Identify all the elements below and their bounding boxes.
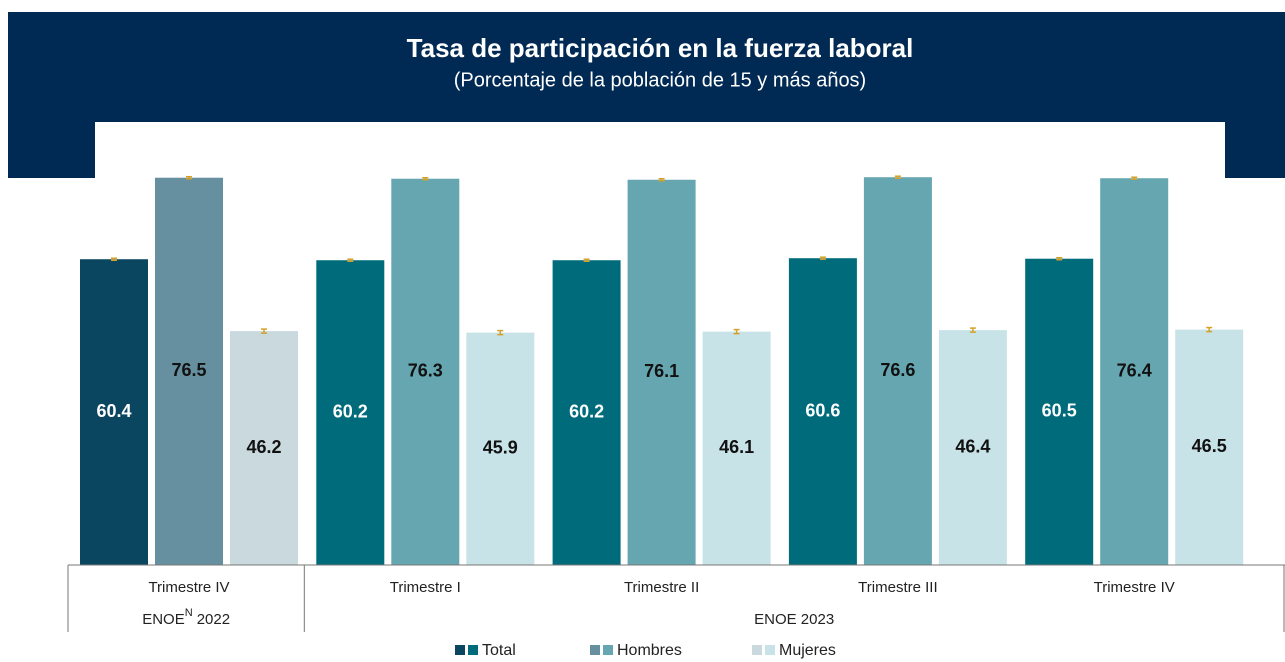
value-label: 60.2 [333, 401, 368, 421]
x-tick-label: Trimestre I [390, 579, 461, 596]
bar [80, 259, 148, 565]
bar [627, 179, 696, 565]
group-superscript: N [185, 607, 193, 619]
bar [552, 260, 621, 565]
legend-label: Mujeres [779, 642, 836, 659]
legend-swatch [455, 645, 465, 655]
x-tick-label: Trimestre IV [148, 579, 229, 596]
group-name: ENOE [142, 611, 185, 628]
bar [863, 177, 932, 565]
value-label: 76.4 [1117, 360, 1152, 380]
bar [1175, 329, 1244, 565]
legend-swatch [752, 645, 762, 655]
legend-swatch [765, 645, 775, 655]
bar [316, 260, 385, 565]
x-tick-label: Trimestre III [858, 579, 937, 596]
value-label: 45.9 [483, 438, 518, 458]
value-label: 76.5 [171, 360, 206, 380]
chart-title: Tasa de participación en la fuerza labor… [407, 33, 914, 63]
x-tick-label: Trimestre IV [1094, 579, 1175, 596]
group-year: 2022 [197, 611, 230, 628]
value-label: 76.6 [880, 360, 915, 380]
value-label: 60.6 [805, 400, 840, 420]
value-label: 46.5 [1192, 436, 1227, 456]
group-label: ENOEN 2022 [142, 607, 230, 628]
legend-swatch [468, 645, 478, 655]
header-inset [95, 122, 1225, 182]
value-label: 60.4 [96, 401, 131, 421]
bar [788, 258, 857, 565]
group-name: ENOE 2023 [754, 611, 834, 628]
bar [391, 178, 460, 565]
value-label: 46.4 [955, 436, 990, 456]
legend-label: Total [482, 642, 516, 659]
bar [466, 332, 535, 565]
group-label: ENOE 2023 [754, 611, 834, 628]
value-label: 46.1 [719, 437, 754, 457]
bar [938, 330, 1007, 565]
legend-label: Hombres [617, 642, 682, 659]
bar [1100, 178, 1169, 565]
value-label: 76.1 [644, 361, 679, 381]
value-label: 60.5 [1042, 401, 1077, 421]
value-label: 46.2 [246, 437, 281, 457]
bar [155, 177, 223, 565]
x-tick-label: Trimestre II [624, 579, 699, 596]
bar [1025, 258, 1094, 565]
value-label: 60.2 [569, 401, 604, 421]
bar [702, 331, 771, 565]
chart-subtitle: (Porcentaje de la población de 15 y más … [454, 69, 866, 91]
value-label: 76.3 [408, 361, 443, 381]
legend-swatch [590, 645, 600, 655]
bar [230, 331, 298, 565]
legend-swatch [603, 645, 613, 655]
